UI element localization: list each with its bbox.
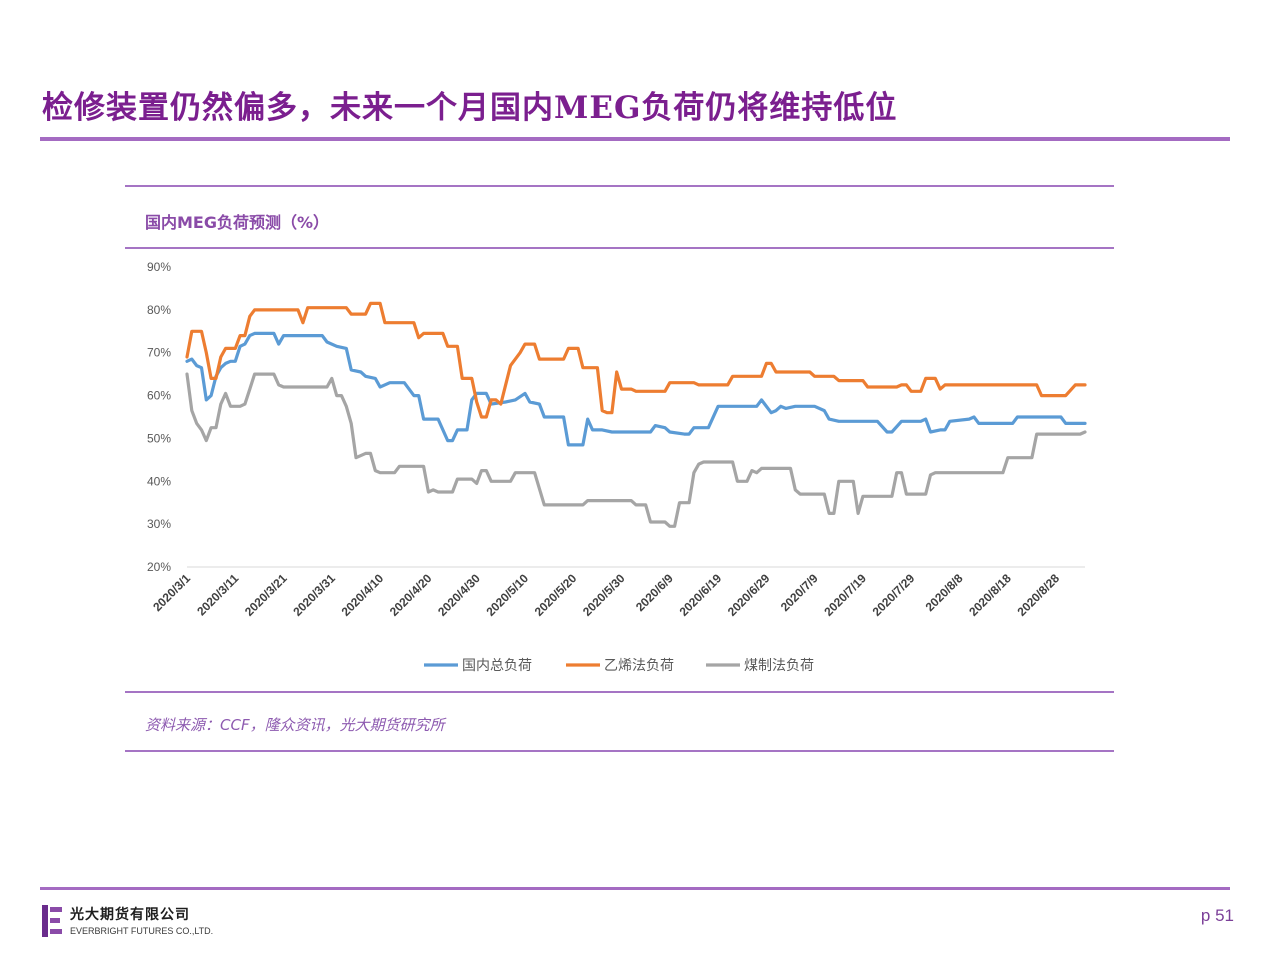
y-tick-label: 20% <box>147 560 171 574</box>
x-tick-label: 2020/8/28 <box>1015 571 1063 619</box>
title-divider <box>40 137 1230 141</box>
source-rule <box>125 750 1114 752</box>
x-tick-label: 2020/5/10 <box>483 571 531 619</box>
x-tick-label: 2020/5/30 <box>580 571 628 619</box>
y-tick-label: 30% <box>147 517 171 531</box>
company-logo: 光大期货有限公司 EVERBRIGHT FUTURES CO.,LTD. <box>42 905 242 941</box>
x-tick-label: 2020/8/18 <box>966 571 1014 619</box>
x-tick-label: 2020/7/19 <box>821 571 869 619</box>
x-tick-label: 2020/4/20 <box>387 571 435 619</box>
x-tick-label: 2020/6/29 <box>725 571 773 619</box>
x-tick-label: 2020/4/10 <box>339 571 387 619</box>
x-tick-label: 2020/3/1 <box>150 571 193 614</box>
chart-title-rule <box>125 247 1114 249</box>
x-tick-label: 2020/7/29 <box>870 571 918 619</box>
y-tick-label: 50% <box>147 431 171 445</box>
x-tick-label: 2020/3/31 <box>290 571 338 619</box>
everbright-logo-icon <box>42 905 62 937</box>
series-line-3 <box>185 372 1087 528</box>
legend-label-1: 国内总负荷 <box>462 658 532 674</box>
y-tick-label: 40% <box>147 474 171 488</box>
series-line-1 <box>185 331 1087 447</box>
legend-label-2: 乙烯法负荷 <box>604 658 674 674</box>
x-tick-label: 2020/4/30 <box>435 571 483 619</box>
x-tick-label: 2020/6/19 <box>677 571 725 619</box>
chart-top-rule <box>125 185 1114 187</box>
x-tick-label: 2020/8/8 <box>923 571 966 614</box>
x-tick-label: 2020/3/21 <box>242 571 290 619</box>
source-note: 资料来源：CCF，隆众资讯，光大期货研究所 <box>145 716 445 734</box>
footer-divider <box>40 887 1230 890</box>
page-number: p 51 <box>1200 906 1234 925</box>
series-line-2 <box>185 301 1087 419</box>
x-tick-label: 2020/5/20 <box>532 571 580 619</box>
legend-label-3: 煤制法负荷 <box>744 658 814 674</box>
logo-text-cn: 光大期货有限公司 <box>70 907 190 923</box>
y-tick-label: 80% <box>147 303 171 317</box>
y-tick-label: 60% <box>147 389 171 403</box>
chart-title: 国内MEG负荷预测（%） <box>145 213 330 232</box>
x-tick-label: 2020/6/9 <box>633 571 676 614</box>
slide-title: 检修装置仍然偏多，未来一个月国内MEG负荷仍将维持低位 <box>42 90 898 126</box>
y-tick-label: 70% <box>147 346 171 360</box>
x-tick-label: 2020/3/11 <box>194 571 241 618</box>
y-tick-label: 90% <box>147 260 171 274</box>
chart-bottom-rule <box>125 691 1114 693</box>
logo-text-en: EVERBRIGHT FUTURES CO.,LTD. <box>70 926 214 936</box>
x-tick-label: 2020/7/9 <box>778 571 821 614</box>
